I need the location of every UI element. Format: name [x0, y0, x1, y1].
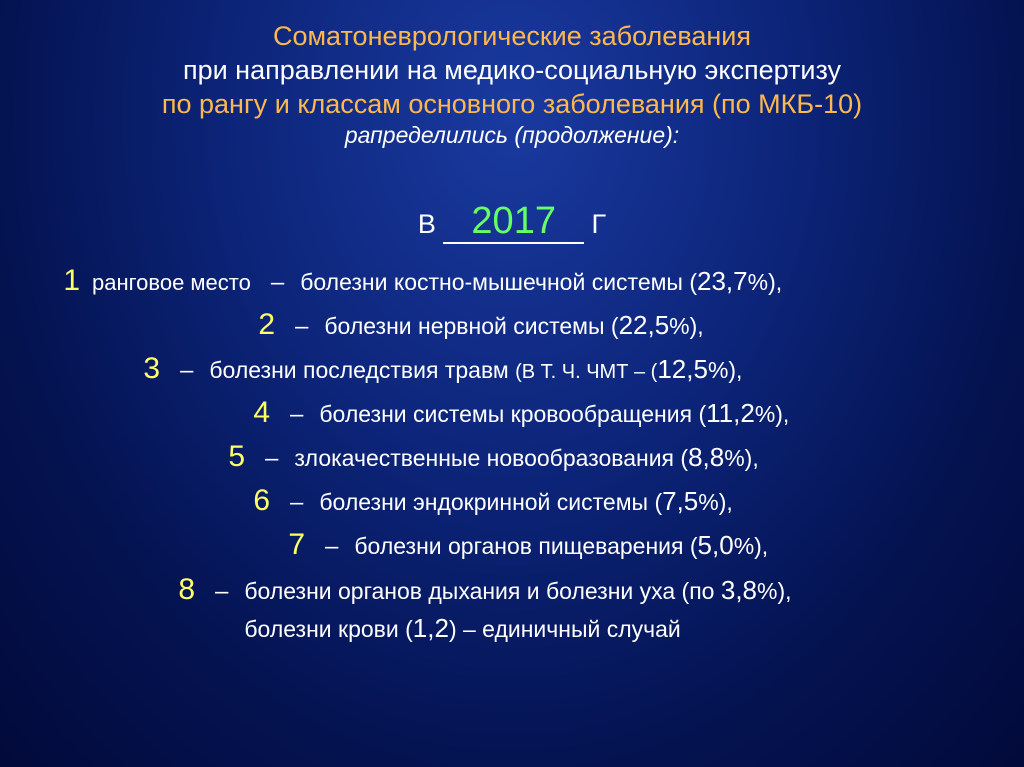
title-line-4: рапределились (продолжение):: [30, 121, 994, 150]
rank-number: 4: [30, 396, 270, 430]
title-block: Соматоневрологические заболевания при на…: [30, 20, 994, 150]
year-prefix: В: [418, 209, 436, 239]
rank-number: 1: [30, 264, 80, 298]
desc-after: %),: [669, 313, 704, 339]
desc-after: %),: [734, 533, 769, 559]
rank-desc: болезни органов дыхания и болезни уха (п…: [244, 572, 994, 647]
dash-icon: –: [265, 445, 278, 473]
dash-icon: –: [271, 269, 284, 297]
desc-after: %),: [708, 357, 743, 383]
desc-text: болезни органов пищеварения (: [354, 533, 697, 559]
desc-small: (В Т. Ч. ЧМТ – (: [515, 361, 657, 383]
desc-text: болезни эндокринной системы (: [319, 489, 662, 515]
slide: Соматоневрологические заболевания при на…: [0, 0, 1024, 767]
rank-row-7: 7 – болезни органов пищеварения (5,0%),: [30, 528, 994, 562]
desc-pct: 3,8: [721, 575, 757, 605]
desc-after: %),: [724, 445, 759, 471]
desc-pct: 12,5: [657, 354, 708, 384]
desc-after: %),: [755, 401, 790, 427]
rank-row-2: 2 – болезни нервной системы (22,5%),: [30, 308, 994, 342]
rank-row-6: 6 – болезни эндокринной системы (7,5%),: [30, 484, 994, 518]
rank-desc: болезни системы кровообращения (11,2%),: [319, 398, 994, 429]
desc-text: болезни органов дыхания и болезни уха (п…: [244, 578, 721, 604]
rank-row-3: 3 – болезни последствия травм (В Т. Ч. Ч…: [30, 352, 994, 386]
rank-number: 5: [30, 440, 245, 474]
desc-text: болезни системы кровообращения (: [319, 401, 706, 427]
rank-desc: злокачественные новообразования (8,8%),: [294, 442, 994, 473]
dash-icon: –: [295, 313, 308, 341]
ranks-list: 1 ранговое место – болезни костно-мышечн…: [30, 264, 994, 647]
desc-after-2: ) – единичный случай: [449, 616, 681, 642]
rank-number: 6: [30, 484, 270, 518]
desc-text: болезни костно-мышечной системы (: [300, 269, 697, 295]
rank-row-5: 5 – злокачественные новообразования (8,8…: [30, 440, 994, 474]
rank-label: ранговое место: [92, 270, 251, 296]
year-suffix: Г: [591, 209, 606, 239]
year-value: 2017: [443, 202, 584, 244]
desc-pct: 22,5: [619, 310, 670, 340]
rank-number: 2: [30, 308, 275, 342]
desc-text: болезни последствия травм: [209, 357, 515, 383]
desc-pct: 23,7: [697, 266, 748, 296]
title-line-1: Соматоневрологические заболевания: [30, 20, 994, 54]
rank-number: 8: [30, 573, 195, 607]
dash-icon: –: [180, 357, 193, 385]
rank-row-4: 4 – болезни системы кровообращения (11,2…: [30, 396, 994, 430]
dash-icon: –: [290, 489, 303, 517]
dash-icon: –: [325, 533, 338, 561]
dash-icon: –: [290, 401, 303, 429]
desc-after: %),: [748, 269, 783, 295]
rank-number: 7: [30, 528, 305, 562]
rank-desc: болезни нервной системы (22,5%),: [324, 310, 994, 341]
desc-text-2: болезни крови (: [244, 616, 412, 642]
desc-text: болезни нервной системы (: [324, 313, 618, 339]
desc-pct-2: 1,2: [413, 613, 449, 643]
rank-desc: болезни эндокринной системы (7,5%),: [319, 486, 994, 517]
rank-row-8: 8 – болезни органов дыхания и болезни ух…: [30, 572, 994, 647]
year-line: В 2017 Г: [30, 202, 994, 244]
rank-desc: болезни органов пищеварения (5,0%),: [354, 530, 994, 561]
title-line-3: по рангу и классам основного заболевания…: [30, 88, 994, 122]
desc-text: злокачественные новообразования (: [294, 445, 688, 471]
dash-icon: –: [215, 578, 228, 606]
rank-desc: болезни костно-мышечной системы (23,7%),: [300, 266, 994, 297]
desc-pct: 11,2: [706, 398, 755, 428]
title-line-2: при направлении на медико-социальную экс…: [30, 54, 994, 88]
desc-pct: 8,8: [688, 442, 724, 472]
desc-pct: 7,5: [662, 486, 698, 516]
rank-row-1: 1 ранговое место – болезни костно-мышечн…: [30, 264, 994, 298]
rank-desc: болезни последствия травм (В Т. Ч. ЧМТ –…: [209, 354, 994, 385]
rank-number: 3: [30, 352, 160, 386]
desc-pct: 5,0: [698, 530, 734, 560]
desc-after: %),: [698, 489, 733, 515]
desc-after: %),: [757, 578, 792, 604]
